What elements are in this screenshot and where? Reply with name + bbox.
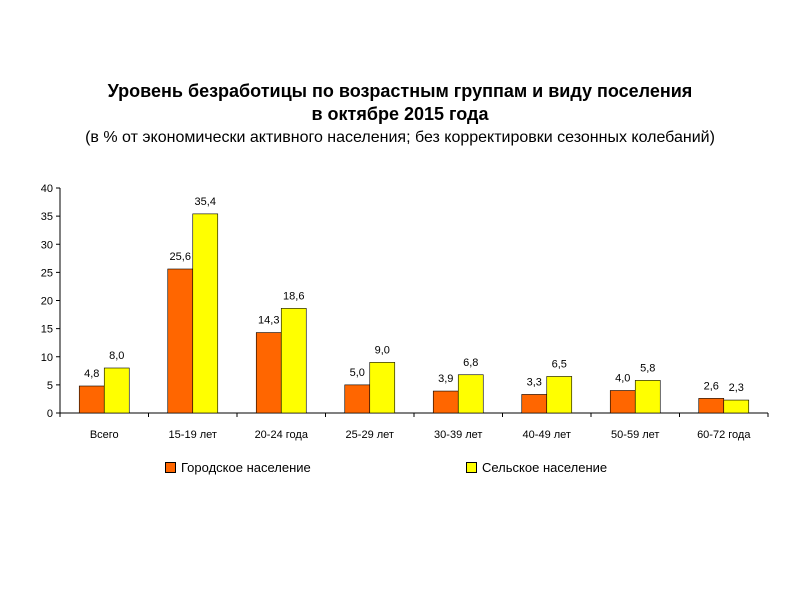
legend-label-urban: Городское население xyxy=(181,460,311,475)
bar-urban xyxy=(698,398,725,414)
data-label-urban: 3,9 xyxy=(438,373,453,385)
x-category-label: 50-59 лет xyxy=(611,429,659,441)
legend-swatch-urban xyxy=(165,462,176,473)
data-label-urban: 3,3 xyxy=(527,376,542,388)
bar-rural xyxy=(280,308,307,414)
bar-urban xyxy=(609,390,636,414)
bar-urban xyxy=(344,384,371,414)
y-tick-label: 5 xyxy=(47,380,53,392)
data-label-rural: 6,5 xyxy=(552,358,567,370)
chart-title-line2: в октябре 2015 года xyxy=(311,104,489,124)
y-tick-label: 25 xyxy=(41,267,53,279)
y-tick-label: 10 xyxy=(41,352,53,364)
chart-title-line1: Уровень безработицы по возрастным группа… xyxy=(107,81,693,101)
data-label-urban: 4,8 xyxy=(84,368,99,380)
data-label-urban: 2,6 xyxy=(704,380,719,392)
data-label-rural: 35,4 xyxy=(195,196,216,208)
legend-label-rural: Сельское население xyxy=(482,460,608,475)
data-label-rural: 8,0 xyxy=(109,350,124,362)
data-label-urban: 4,0 xyxy=(615,373,630,385)
bar-rural xyxy=(546,376,573,414)
legend-item-rural: Сельское население xyxy=(466,460,607,475)
bar-urban xyxy=(255,332,282,414)
data-label-urban: 25,6 xyxy=(170,251,191,263)
y-tick-label: 40 xyxy=(41,183,53,195)
bar-rural xyxy=(457,374,484,414)
data-label-rural: 18,6 xyxy=(283,290,304,302)
legend-item-urban: Городское население xyxy=(165,460,311,475)
bar-urban xyxy=(78,385,105,414)
bar-urban xyxy=(521,394,548,414)
x-category-label: 60-72 года xyxy=(697,429,751,441)
data-label-rural: 5,8 xyxy=(640,362,655,374)
x-category-label: 25-29 лет xyxy=(346,429,394,441)
x-category-label: 30-39 лет xyxy=(434,429,482,441)
bar-rural xyxy=(634,380,661,414)
bar-rural xyxy=(369,362,396,414)
y-tick-label: 20 xyxy=(41,296,53,308)
y-tick-label: 30 xyxy=(41,239,53,251)
data-label-rural: 6,8 xyxy=(463,357,478,369)
y-tick-label: 35 xyxy=(41,211,53,223)
y-tick-label: 0 xyxy=(47,408,53,420)
x-category-label: 20-24 года xyxy=(255,429,309,441)
legend-swatch-rural xyxy=(466,462,477,473)
x-category-label: Всего xyxy=(90,429,119,441)
bar-rural xyxy=(192,213,219,414)
bar-urban xyxy=(167,268,194,414)
data-label-rural: 9,0 xyxy=(375,344,390,356)
chart-subtitle: (в % от экономически активного населения… xyxy=(85,129,715,146)
y-tick-label: 15 xyxy=(41,324,53,336)
bar-urban xyxy=(432,390,459,414)
data-label-urban: 14,3 xyxy=(258,315,279,327)
x-category-label: 15-19 лет xyxy=(169,429,217,441)
bar-rural xyxy=(723,399,750,414)
bar-rural xyxy=(103,367,130,414)
x-category-label: 40-49 лет xyxy=(523,429,571,441)
data-label-urban: 5,0 xyxy=(350,367,365,379)
data-label-rural: 2,3 xyxy=(729,382,744,394)
